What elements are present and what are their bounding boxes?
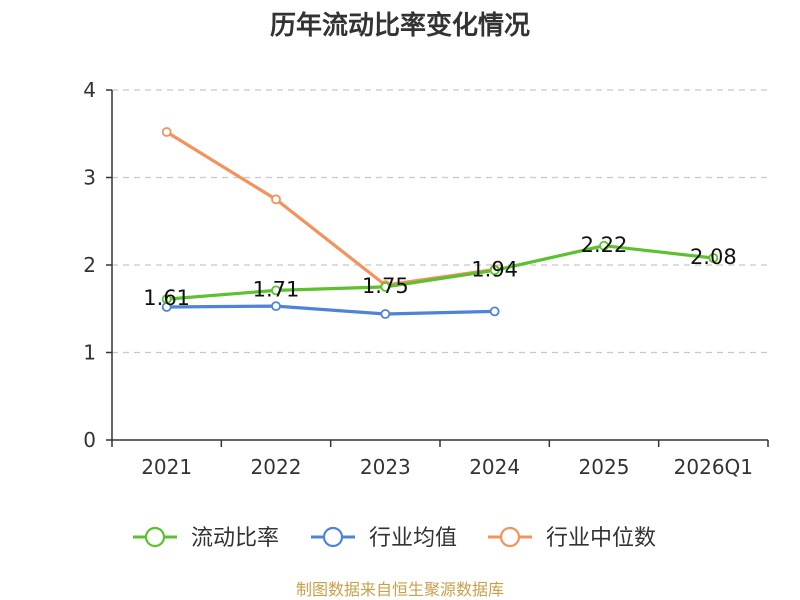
legend-marker (499, 526, 521, 548)
series-line (165, 304, 497, 316)
series-line (165, 130, 497, 287)
data-label: 1.94 (471, 257, 518, 281)
legend-marker (322, 526, 344, 548)
series-line (165, 244, 715, 301)
x-tick-label: 2023 (360, 455, 411, 479)
axes: 0 1 2 3 4 2021 2022 2023 2024 2025 2026Q1 (83, 78, 769, 479)
data-point[interactable] (489, 265, 500, 276)
data-labels: 1.61 1.71 1.75 1.94 2.22 2.08 (143, 233, 736, 310)
y-tick-label: 0 (83, 428, 96, 452)
legend-label: 流动比率 (191, 526, 279, 551)
legend-label: 行业均值 (369, 526, 457, 551)
chart-title: 历年流动比率变化情况 (270, 10, 530, 41)
legend[interactable]: 流动比率 行业均值 行业中位数 (133, 526, 656, 551)
data-label: 2.22 (581, 233, 628, 257)
x-tick-label: 2025 (579, 455, 630, 479)
x-tick-label: 2022 (251, 455, 302, 479)
legend-item-1[interactable]: 行业均值 (311, 526, 457, 551)
y-tick-label: 1 (83, 341, 96, 365)
y-tick-label: 4 (83, 78, 96, 102)
data-label: 1.75 (362, 274, 409, 298)
data-point[interactable] (708, 253, 719, 263)
x-tick-label: 2024 (469, 455, 520, 479)
series-0 (161, 240, 719, 305)
data-label: 2.08 (690, 245, 737, 269)
legend-item-0[interactable]: 流动比率 (133, 526, 279, 551)
x-tick-label: 2021 (141, 455, 192, 479)
data-point[interactable] (161, 294, 172, 305)
data-point[interactable] (380, 309, 391, 319)
series-layer (161, 127, 719, 319)
data-point[interactable] (271, 285, 281, 296)
data-point[interactable] (271, 194, 281, 205)
data-point[interactable] (599, 240, 609, 251)
data-label: 1.61 (143, 286, 190, 310)
x-tick-label: 2026Q1 (674, 455, 753, 479)
series-1 (161, 301, 500, 319)
data-point[interactable] (489, 306, 500, 317)
source-note: 制图数据来自恒生聚源数据库 (296, 580, 504, 599)
y-tick-label: 2 (83, 253, 96, 277)
y-tick-label: 3 (83, 166, 96, 190)
data-point[interactable] (161, 127, 172, 137)
legend-label: 行业中位数 (546, 526, 656, 551)
legend-marker (144, 526, 166, 548)
legend-item-2[interactable]: 行业中位数 (488, 526, 656, 551)
data-point[interactable] (271, 301, 281, 312)
data-point[interactable] (380, 281, 391, 292)
data-label: 1.71 (253, 277, 300, 301)
